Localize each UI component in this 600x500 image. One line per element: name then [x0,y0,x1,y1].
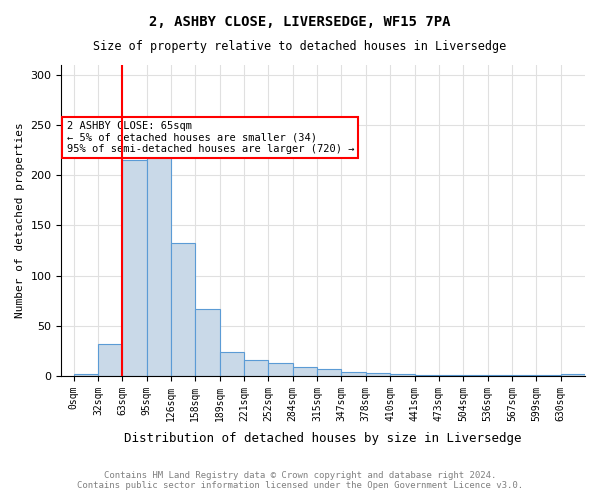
Bar [317,369,341,376]
Bar [122,160,146,376]
Bar [560,374,585,376]
Bar [220,352,244,376]
Bar [488,375,512,376]
Bar [146,130,171,376]
Text: 2 ASHBY CLOSE: 65sqm
← 5% of detached houses are smaller (34)
95% of semi-detach: 2 ASHBY CLOSE: 65sqm ← 5% of detached ho… [67,121,354,154]
Bar [341,372,366,376]
Bar [196,308,220,376]
Y-axis label: Number of detached properties: Number of detached properties [15,122,25,318]
Bar [536,375,560,376]
Bar [171,242,196,376]
X-axis label: Distribution of detached houses by size in Liversedge: Distribution of detached houses by size … [124,432,522,445]
Bar [268,363,293,376]
Text: Contains HM Land Registry data © Crown copyright and database right 2024.
Contai: Contains HM Land Registry data © Crown c… [77,470,523,490]
Bar [463,375,488,376]
Bar [244,360,268,376]
Bar [390,374,415,376]
Text: Size of property relative to detached houses in Liversedge: Size of property relative to detached ho… [94,40,506,53]
Bar [439,375,463,376]
Bar [415,375,439,376]
Bar [293,367,317,376]
Bar [74,374,98,376]
Bar [366,373,390,376]
Text: 2, ASHBY CLOSE, LIVERSEDGE, WF15 7PA: 2, ASHBY CLOSE, LIVERSEDGE, WF15 7PA [149,15,451,29]
Bar [98,344,122,376]
Bar [512,375,536,376]
